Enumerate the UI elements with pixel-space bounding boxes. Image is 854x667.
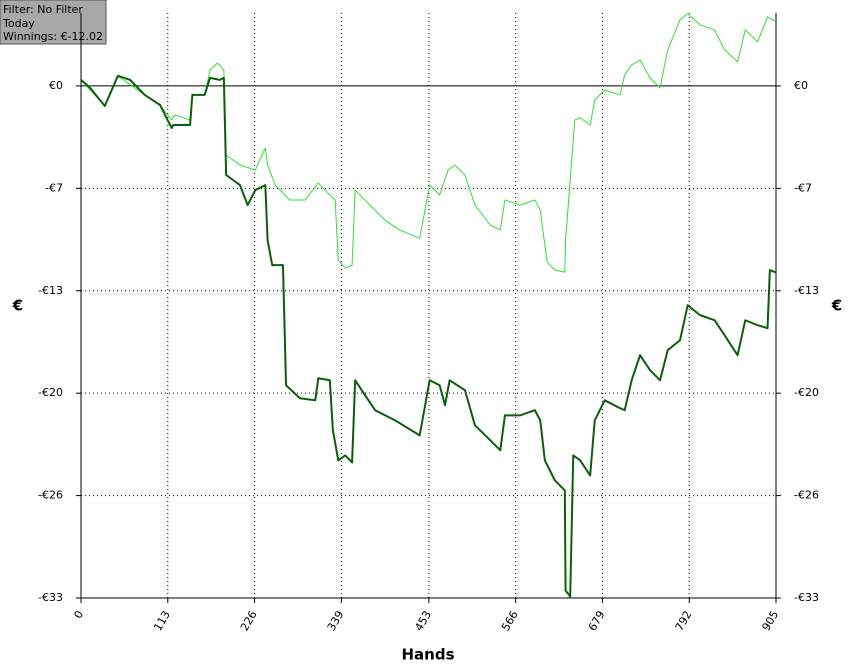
y2-axis-label: € bbox=[831, 297, 842, 315]
y-tick-label: -€20 bbox=[38, 386, 63, 399]
y-tick-label: -€26 bbox=[38, 489, 63, 502]
y-tick-label: €0 bbox=[49, 79, 63, 92]
x-tick-label: 566 bbox=[499, 609, 521, 634]
y2-tick-label: -€33 bbox=[794, 591, 819, 604]
series-line bbox=[80, 74, 777, 598]
y-tick-label: -€13 bbox=[38, 284, 63, 297]
y-tick-label: -€7 bbox=[45, 181, 63, 194]
info-filter: Filter: No Filter bbox=[3, 3, 83, 16]
y2-tick-label: -€13 bbox=[794, 284, 819, 297]
x-tick-label: 905 bbox=[759, 609, 781, 634]
x-tick-label: 0 bbox=[71, 609, 86, 622]
y2-tick-label: -€26 bbox=[794, 489, 819, 502]
x-tick-label: 679 bbox=[586, 609, 608, 634]
y2-tick-label: -€20 bbox=[794, 386, 819, 399]
info-box bbox=[0, 0, 107, 45]
y2-tick-label: €0 bbox=[794, 79, 808, 92]
series-line bbox=[80, 13, 777, 273]
info-period: Today bbox=[2, 17, 35, 30]
y2-tick-label: -€7 bbox=[794, 181, 812, 194]
x-tick-label: 226 bbox=[238, 609, 260, 634]
x-tick-label: 453 bbox=[412, 609, 434, 634]
y-tick-label: -€33 bbox=[38, 591, 63, 604]
x-tick-label: 113 bbox=[151, 609, 173, 634]
x-axis-label: Hands bbox=[401, 646, 454, 664]
info-winnings: Winnings: €-12.02 bbox=[3, 30, 103, 43]
x-tick-label: 339 bbox=[325, 609, 347, 634]
y-axis-label: € bbox=[12, 297, 23, 315]
x-tick-label: 792 bbox=[673, 609, 695, 634]
